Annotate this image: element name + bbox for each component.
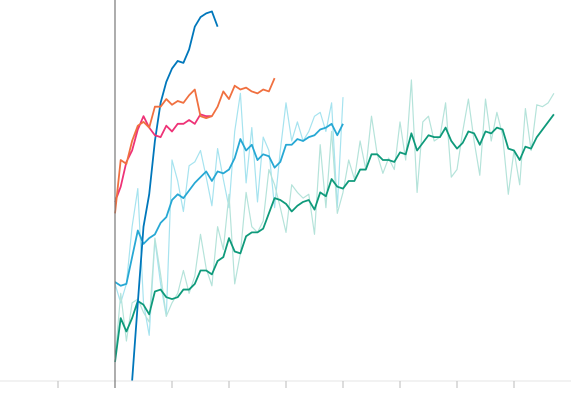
series-line: [131, 10, 219, 381]
plot-area: [114, 10, 555, 381]
series-line: [114, 77, 276, 214]
series-line: [114, 122, 344, 287]
series-line: [114, 113, 212, 203]
series-line: [114, 113, 555, 363]
